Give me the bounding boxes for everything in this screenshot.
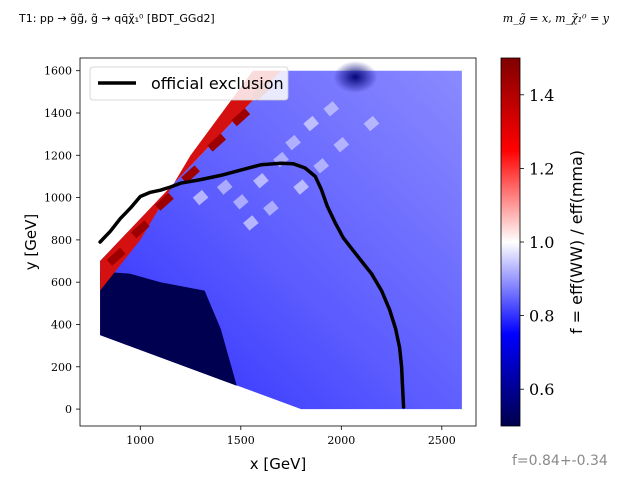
x-tick-label: 2000 [327,434,355,447]
heatmap-light-patch [263,200,279,216]
y-axis: 0 200 400 600 800 1000 1200 1400 1600 [44,65,80,416]
y-tick-label: 1200 [44,149,72,162]
y-tick-label: 200 [51,361,72,374]
x-tick-label: 1500 [227,434,255,447]
heatmap-light-patch [323,101,340,117]
heatmap-light-patch [285,134,301,151]
colorbar-label: f = eff(WW) / eff(mma) [567,150,586,334]
heatmap-red-streak [130,220,150,239]
x-tick-label: 2500 [428,434,456,447]
y-tick-label: 1400 [44,107,72,120]
heatmap-light-patch [333,137,350,153]
heatmap-light-patch [243,215,259,231]
heatmap-light-patch [363,115,380,132]
y-tick-label: 0 [65,403,72,416]
heatmap-dark-blob [333,61,378,94]
heatmap-layer [100,61,462,410]
legend-box [89,66,289,101]
y-tick-label: 1000 [44,192,72,205]
efficiency-ratio-stats: f=0.84+-0.34 [512,453,608,469]
y-tick-label: 800 [51,234,72,247]
heatmap-red-streak [106,247,126,266]
heatmap-red-streak [231,108,251,127]
heatmap-light-patch [216,179,233,195]
heatmap-light-patch [303,115,319,132]
heatmap-red-streak [207,133,227,152]
plot-header-mass-definitions: m_g̃ = x, m_χ̃₁⁰ = y [502,12,609,25]
heatmap-light-patch [192,189,209,206]
colorbar [500,57,521,427]
y-tick-label: 1600 [44,65,72,78]
heatmap-domain [100,70,462,410]
heatmap-dark-blue-region [100,271,237,386]
legend: official exclusion [89,66,289,101]
heatmap-light-patch [253,172,269,189]
heatmap-light-patch [233,194,249,210]
x-axis-label: x [GeV] [250,455,306,473]
heatmap-light-patches [192,101,380,231]
colorbar-tick-label: 1.4 [529,86,554,105]
heatmap-red-streak [155,192,174,211]
x-axis: 1000 1500 2000 2500 [126,426,456,447]
y-tick-label: 400 [51,318,72,331]
y-axis-label: y [GeV] [22,214,40,270]
x-tick-label: 1000 [126,434,154,447]
official-exclusion-line [98,161,406,409]
colorbar-tick-label: 0.6 [529,380,554,399]
colorbar-tick-label: 0.8 [529,307,554,326]
colorbar-tick-label: 1.2 [529,159,554,178]
colorbar-tick-label: 1.0 [529,233,554,252]
legend-label: official exclusion [151,74,284,93]
plot-header-process: T1: pp → g̃g̃, g̃ → qq̄χ̃₁⁰ [BDT_GGd2] [19,12,215,25]
colorbar-ticks: 0.6 0.8 1.0 1.2 1.4 [520,86,554,399]
heatmap-red-streak [181,165,200,184]
heatmap-light-patch [313,158,330,174]
heatmap-light-patch [293,179,309,195]
y-tick-label: 600 [51,276,72,289]
plot-frame [79,57,477,427]
